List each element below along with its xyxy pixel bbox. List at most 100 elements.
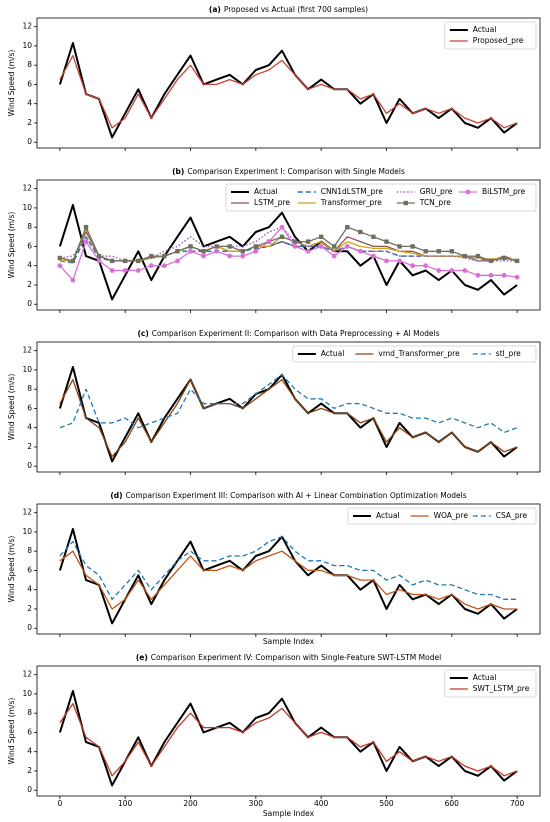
y-axis-label: Wind Speed (m/s) (7, 536, 16, 603)
x-tick-label: 500 (379, 799, 394, 808)
series-line (59, 550, 518, 610)
marker (175, 258, 180, 264)
marker (122, 268, 128, 273)
marker (201, 253, 206, 259)
marker (136, 258, 141, 264)
marker (371, 253, 376, 259)
y-axis-label: Wind Speed (m/s) (7, 50, 16, 117)
y-tick-label: 2 (27, 442, 32, 451)
marker (345, 224, 350, 230)
y-tick-label: 4 (27, 585, 32, 594)
marker (488, 272, 494, 278)
y-tick-label: 0 (27, 461, 32, 470)
y-tick-label: 10 (22, 203, 32, 212)
panel-title: (b) Comparison Experiment I: Comparison w… (172, 167, 405, 176)
y-tick-label: 6 (27, 241, 32, 250)
legend-label: CNN1dLSTM_pre (321, 187, 383, 196)
legend-label: Actual (321, 349, 345, 358)
marker (70, 277, 76, 283)
y-tick-label: 2 (27, 280, 32, 289)
legend-label: TCN_pre (419, 198, 451, 207)
marker (403, 200, 408, 206)
x-tick-label: 400 (314, 799, 329, 808)
x-tick-label: 100 (118, 799, 133, 808)
marker (122, 258, 128, 264)
series-line (59, 536, 518, 600)
x-tick-label: 600 (445, 799, 460, 808)
legend-label: SWT_LSTM_pre (473, 684, 530, 693)
marker (109, 258, 115, 264)
panel-label: (b) (172, 167, 184, 176)
legend-label: Actual (473, 673, 497, 682)
marker (397, 258, 402, 264)
legend-label: vmd_Transformer_pre (378, 349, 460, 358)
marker (240, 249, 245, 254)
y-axis-label: Wind Speed (m/s) (7, 212, 16, 279)
series-line (58, 42, 518, 139)
plot-frame (36, 341, 541, 473)
y-tick-label: 10 (22, 365, 32, 374)
panel-title: (a) Proposed vs Actual (first 700 samples… (209, 5, 368, 14)
y-tick-label: 6 (27, 403, 32, 412)
y-tick-label: 10 (22, 41, 32, 50)
marker (465, 189, 471, 195)
y-tick-label: 0 (27, 299, 32, 308)
marker (279, 234, 285, 240)
y-tick-label: 4 (27, 423, 32, 432)
marker (227, 244, 232, 249)
legend-label: Actual (473, 25, 497, 34)
marker (357, 248, 363, 254)
marker (201, 249, 206, 254)
title-text: Proposed vs Actual (first 700 samples) (224, 5, 368, 14)
plot-frame (36, 179, 541, 311)
y-axis-label: Wind Speed (m/s) (7, 698, 16, 765)
legend-label: LSTM_pre (254, 198, 290, 207)
x-tick-label: 0 (57, 799, 62, 808)
title-text: Comparison Experiment II: Comparison wit… (152, 329, 440, 338)
marker (162, 253, 167, 259)
y-tick-label: 8 (27, 546, 32, 555)
y-tick-label: 0 (27, 785, 32, 794)
y-tick-label: 8 (27, 708, 32, 717)
marker (397, 244, 402, 249)
marker (475, 272, 481, 278)
marker (148, 263, 154, 269)
marker (292, 244, 298, 249)
marker (188, 244, 193, 249)
marker (332, 244, 337, 249)
x-tick-label: 300 (249, 799, 264, 808)
legend-box (347, 507, 537, 525)
series-line (59, 226, 518, 262)
legend-label: GRU_pre (420, 187, 453, 196)
y-tick-label: 6 (27, 79, 32, 88)
marker (292, 239, 298, 244)
legend-box (292, 345, 537, 363)
plot-frame (36, 17, 541, 149)
title-text: Comparison Experiment III: Comparison wi… (126, 491, 467, 500)
marker (227, 253, 233, 259)
marker (514, 258, 520, 264)
marker (344, 244, 350, 249)
x-axis-label: Sample Index (263, 809, 315, 818)
marker (488, 258, 494, 264)
plot-frame (36, 665, 541, 797)
y-tick-label: 8 (27, 384, 32, 393)
marker (305, 239, 311, 244)
x-axis-label: Sample Index (263, 637, 315, 646)
marker (253, 248, 259, 254)
marker (318, 234, 324, 240)
marker (83, 239, 89, 245)
marker (423, 249, 428, 254)
marker (175, 249, 180, 254)
legend-label: CSA_pre (496, 511, 528, 520)
y-tick-label: 0 (27, 137, 32, 146)
series-line (59, 236, 518, 264)
legend-box (225, 183, 537, 212)
marker (462, 253, 468, 259)
marker (161, 263, 167, 269)
marker (436, 268, 442, 273)
y-tick-label: 0 (27, 623, 32, 632)
panel-label: (c) (137, 329, 148, 338)
marker (214, 248, 220, 254)
y-tick-label: 2 (27, 118, 32, 127)
